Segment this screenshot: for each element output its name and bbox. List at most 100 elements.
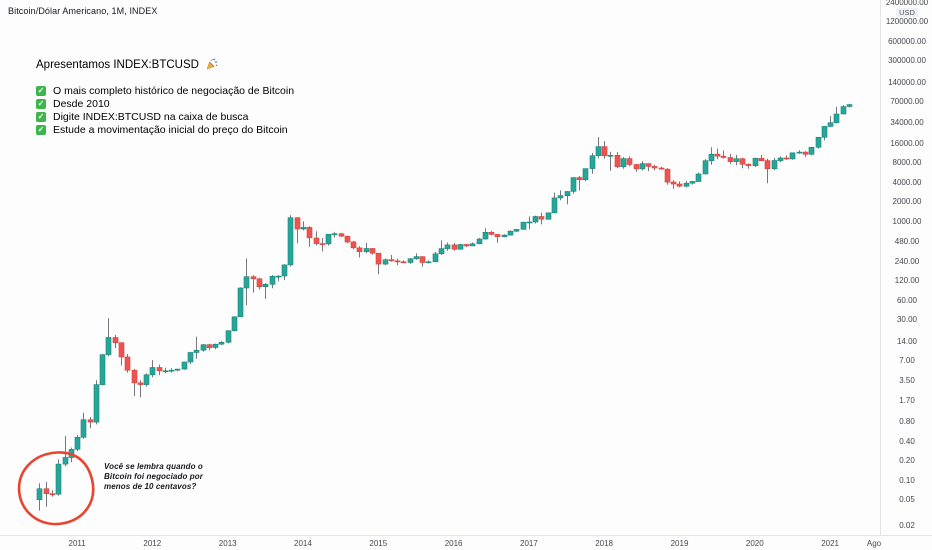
candle xyxy=(137,382,144,385)
candle xyxy=(482,232,489,240)
candle xyxy=(488,232,495,235)
candle xyxy=(400,261,407,264)
time-axis-label: 2014 xyxy=(293,539,312,548)
candle xyxy=(789,152,796,160)
promo-item-text: Desde 2010 xyxy=(53,97,110,110)
time-axis-label: 2016 xyxy=(444,539,463,548)
candle xyxy=(620,158,627,168)
candle xyxy=(451,244,458,250)
candle xyxy=(306,227,313,239)
candle xyxy=(413,256,420,260)
price-axis-label: 1000.00 xyxy=(892,216,922,226)
candle xyxy=(331,233,338,235)
time-axis-label: 2019 xyxy=(670,539,689,548)
candle xyxy=(545,212,552,220)
promo-checklist: ✓ O mais completo histórico de negociação… xyxy=(36,84,294,136)
candle xyxy=(538,216,545,220)
candle xyxy=(162,370,169,373)
price-axis-label: 70000.00 xyxy=(890,97,924,107)
price-axis-label: 240.00 xyxy=(894,256,920,266)
candle xyxy=(344,236,351,243)
candle xyxy=(338,233,345,237)
candle xyxy=(49,493,56,496)
party-popper-icon xyxy=(206,58,218,70)
chart-canvas[interactable] xyxy=(0,0,880,535)
note-line: Bitcoin foi negociado por xyxy=(104,472,203,481)
candle xyxy=(601,146,608,157)
candle xyxy=(727,157,734,162)
promo-checklist-item: ✓ Digite INDEX:BTCUSD na caixa de busca xyxy=(36,110,294,123)
candle xyxy=(582,168,589,181)
candle xyxy=(846,104,853,107)
time-axis[interactable]: 2011 2012 2013 2014 2015 2016 2017 2018 2019 2020… xyxy=(0,535,932,550)
price-axis-label: 8000.00 xyxy=(892,158,922,168)
candle xyxy=(614,155,621,168)
candle xyxy=(287,217,294,266)
candle xyxy=(256,278,263,287)
candle xyxy=(457,244,464,250)
price-axis-label: 60.00 xyxy=(896,295,918,305)
time-axis-label: 2020 xyxy=(745,539,764,548)
promo-checklist-item: ✓ Desde 2010 xyxy=(36,97,294,110)
promo-item-text: O mais completo histórico de negociação … xyxy=(53,84,295,97)
candle xyxy=(174,368,181,371)
time-axis-label: Ago xyxy=(866,539,882,548)
price-axis[interactable]: USD 2400000.00 1200000.00 600000.00 300000.… xyxy=(880,0,932,535)
candle xyxy=(758,158,765,162)
candle xyxy=(720,155,727,158)
candle xyxy=(639,163,646,170)
candle xyxy=(695,173,702,182)
promo-item-text: Digite INDEX:BTCUSD na caixa de busca xyxy=(53,110,249,123)
candle xyxy=(507,230,514,236)
candle xyxy=(589,155,596,169)
candle xyxy=(99,354,106,385)
candle xyxy=(526,221,533,224)
candle xyxy=(262,283,269,287)
candle xyxy=(513,229,520,232)
candle xyxy=(124,356,131,371)
candle xyxy=(237,287,244,318)
price-axis-label: 1200000.00 xyxy=(885,17,929,27)
candle xyxy=(670,181,677,185)
check-icon: ✓ xyxy=(36,98,46,109)
price-axis-label: 34000.00 xyxy=(890,117,924,127)
price-axis-label: 120.00 xyxy=(894,276,920,286)
candle xyxy=(319,243,326,245)
highlight-circle-annotation xyxy=(17,451,95,526)
candle xyxy=(808,147,815,155)
handwritten-note: Você se lembra quando o Bitcoin foi negoc… xyxy=(104,462,203,492)
candle xyxy=(570,177,577,192)
price-axis-label: 0.80 xyxy=(899,417,915,427)
candle xyxy=(225,330,232,343)
candle xyxy=(689,181,696,184)
candle xyxy=(633,164,640,170)
candle xyxy=(463,244,470,247)
candle xyxy=(802,151,809,155)
candle xyxy=(702,160,709,175)
time-axis-label: 2013 xyxy=(218,539,237,548)
time-axis-label: 2018 xyxy=(595,539,613,548)
price-axis-label: 480.00 xyxy=(894,237,920,247)
candle xyxy=(156,367,163,372)
candle xyxy=(93,384,100,423)
candle xyxy=(356,247,363,252)
symbol-title: Bitcoin/Dólar Americano, 1M, INDEX xyxy=(8,6,158,16)
candle xyxy=(595,146,602,157)
candle xyxy=(168,369,175,372)
time-axis-label: 2015 xyxy=(369,539,388,548)
candle xyxy=(557,195,564,199)
candlestick-series xyxy=(36,103,853,511)
price-axis-label: 0.20 xyxy=(899,456,915,466)
price-axis-label: 0.02 xyxy=(899,521,915,531)
candle xyxy=(231,316,238,331)
promo-checklist-item: ✓ Estude a movimentação inicial do preço … xyxy=(36,123,294,136)
price-axis-label: 2000.00 xyxy=(892,197,922,207)
promo-checklist-item: ✓ O mais completo histórico de negociação… xyxy=(36,84,294,97)
candle xyxy=(419,256,426,263)
candle xyxy=(281,264,288,277)
candle xyxy=(407,258,414,263)
candle xyxy=(212,343,219,348)
candle xyxy=(181,361,188,370)
candle xyxy=(87,419,94,423)
check-icon: ✓ xyxy=(36,124,46,135)
